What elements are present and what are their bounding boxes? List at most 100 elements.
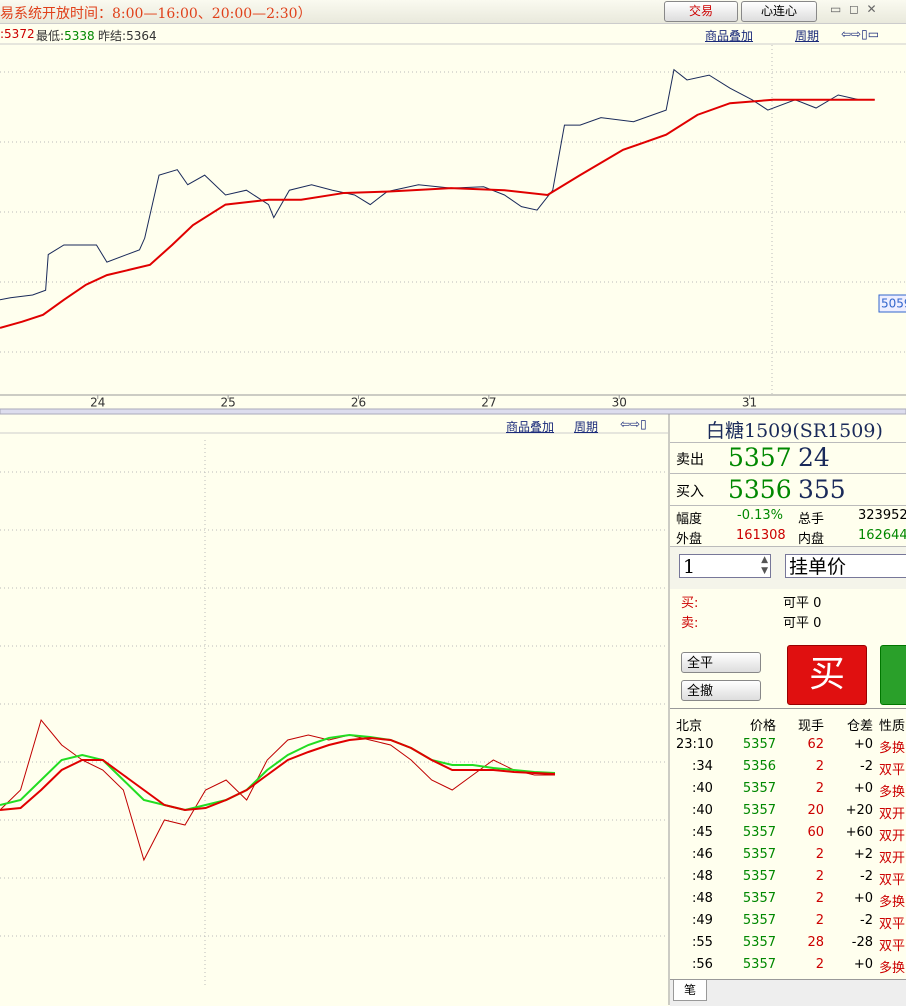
table-cell: 5357 [742, 737, 776, 752]
table-cell: 5357 [742, 847, 776, 862]
upper-grid [0, 45, 906, 395]
buy-button[interactable]: 买 [787, 645, 867, 705]
xlx-button[interactable]: 心连心 [741, 1, 817, 22]
table-cell: 2 [815, 957, 824, 972]
outer-value: 161308 [736, 528, 786, 543]
buy-volume: 355 [798, 475, 846, 504]
table-cell: +0 [853, 957, 873, 972]
table-cell: 5357 [742, 891, 776, 906]
price-tag: 5059 [881, 297, 906, 311]
order-type[interactable]: 挂单价 [789, 556, 847, 578]
table-cell: +0 [853, 891, 873, 906]
closable-1: 可平 0 [783, 592, 821, 611]
table-cell: -2 [860, 869, 873, 884]
sell-button[interactable] [880, 645, 906, 705]
tab-label[interactable]: 笔 [683, 983, 696, 997]
high-value-text: 5372 [4, 27, 35, 41]
table-cell: 双开 [879, 851, 906, 866]
table-cell: 双平 [879, 939, 906, 954]
table-rule [670, 708, 906, 709]
table-cell: 多换 [879, 961, 906, 976]
table-cell: 多换 [879, 895, 906, 910]
table-cell: 双开 [879, 829, 906, 844]
cancel-all-label[interactable]: 全撤 [687, 684, 714, 699]
table-cell: -28 [851, 935, 873, 950]
table-cell: +2 [853, 847, 873, 862]
buy-price: 5356 [728, 475, 792, 504]
period-link[interactable]: 周期 [795, 29, 820, 43]
low-value: 5338 [64, 29, 95, 43]
low-label: 最低 [36, 29, 61, 43]
table-cell: 5357 [742, 781, 776, 796]
prev: 昨结:5364 [98, 29, 157, 43]
sell-volume: 24 [798, 443, 830, 472]
table-cell: 62 [807, 737, 824, 752]
trade-button[interactable]: 交易 [664, 1, 738, 22]
table-cell: :48 [692, 891, 713, 906]
table-cell: +60 [845, 825, 873, 840]
closable-value: 0 [813, 596, 822, 611]
lower-period-link[interactable]: 周期 [574, 420, 599, 434]
table-header: 仓差 [846, 719, 873, 734]
table-cell: +0 [853, 737, 873, 752]
close-all-button[interactable]: 全平 [681, 652, 761, 673]
quantity[interactable]: 1 [683, 556, 696, 578]
x-tick-label: 25 [220, 396, 235, 410]
table-cell: 5357 [742, 803, 776, 818]
cancel-all-button[interactable]: 全撤 [681, 680, 761, 701]
outer-label: 外盘 [676, 532, 703, 547]
buy-label: 买入 [676, 484, 704, 500]
table-cell: -2 [860, 759, 873, 774]
x-tick-label: 27 [481, 396, 496, 410]
table-header: 性质 [879, 719, 906, 734]
table-cell: 60 [807, 825, 824, 840]
table-cell: 20 [807, 803, 824, 818]
panel-rule [670, 473, 906, 474]
table-header: 现手 [797, 719, 824, 734]
close-all-label[interactable]: 全平 [687, 656, 714, 671]
inner-value: 162644 [858, 528, 906, 543]
table-cell: 5357 [742, 913, 776, 928]
average-line [0, 98, 875, 329]
price-tag-box [878, 294, 906, 313]
sell-short: 卖: [681, 616, 699, 631]
table-cell: 双开 [879, 807, 906, 822]
closable-value: 0 [813, 616, 822, 631]
average-line [0, 736, 556, 812]
table-cell: 多换 [879, 785, 906, 800]
table-cell: 5357 [742, 825, 776, 840]
prev-value: 5364 [126, 29, 157, 43]
splitter [0, 408, 906, 415]
sell-price: 5357 [728, 443, 792, 472]
panel-rule [670, 505, 906, 506]
table-cell: 5357 [742, 935, 776, 950]
trade-button-label[interactable]: 交易 [688, 4, 713, 18]
overlay-link[interactable]: 商品叠加 [705, 29, 754, 43]
table-cell: 5357 [742, 869, 776, 884]
average-line [0, 733, 556, 812]
table-cell: -2 [860, 913, 873, 928]
order-type-select[interactable]: 挂单价 [785, 554, 906, 578]
table-cell: +20 [845, 803, 873, 818]
inner-label: 内盘 [798, 532, 825, 547]
table-cell: :45 [692, 825, 713, 840]
change-value: -0.13% [737, 508, 783, 523]
nav-icons[interactable]: ⇦⇨▯▭ [841, 27, 880, 41]
table-cell: 双平 [879, 873, 906, 888]
table-cell: 5357 [742, 957, 776, 972]
lower-nav-icons[interactable]: ⇦⇨▯ [620, 417, 647, 431]
quantity-input[interactable]: 1 ▲ ▼ [679, 554, 771, 578]
price-line [0, 68, 875, 301]
tab[interactable]: 笔 [673, 980, 707, 1001]
buy-button-label[interactable]: 买 [808, 654, 845, 695]
xlx-button-label[interactable]: 心连心 [760, 4, 797, 18]
table-cell: 2 [815, 847, 824, 862]
sell-label: 卖出 [676, 452, 704, 468]
lower-overlay-link[interactable]: 商品叠加 [506, 420, 555, 434]
table-cell: :40 [692, 781, 713, 796]
table-cell: +0 [853, 781, 873, 796]
price-line [0, 718, 555, 862]
window-controls[interactable]: ▭ ◻ ✕ [830, 2, 877, 16]
table-cell: 23:10 [676, 737, 714, 752]
